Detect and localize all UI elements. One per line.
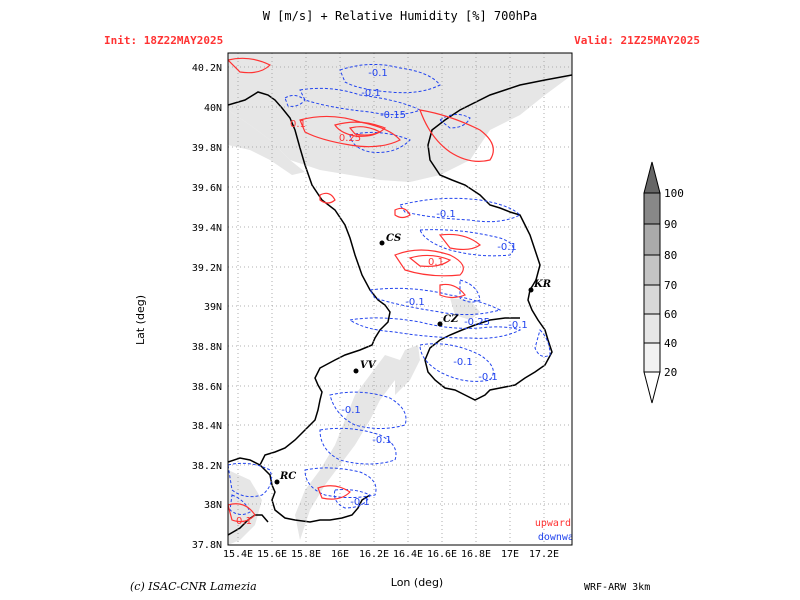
city-vv: VV xyxy=(353,360,377,374)
plot-frame xyxy=(227,52,573,546)
y-axis-label: Lat (deg) xyxy=(134,295,147,345)
contour-label: -0.25 xyxy=(464,317,490,328)
city-label: KR xyxy=(533,279,551,290)
city-label: VV xyxy=(360,360,377,371)
colorbar-bottom-arrow xyxy=(643,371,661,404)
colorbar-label: 90 xyxy=(664,218,677,231)
x-tick-label: 17E xyxy=(501,549,519,560)
contour-label: 0.1 xyxy=(236,516,252,527)
y-tick-label: 39N xyxy=(204,302,222,313)
x-axis-label: Lon (deg) xyxy=(391,576,443,589)
colorbar-segment xyxy=(643,192,661,225)
city-kr: KR xyxy=(528,279,551,293)
cities: CS KR CZ VV RC xyxy=(274,233,551,485)
colorbar-label: 40 xyxy=(664,337,677,350)
city-cz: CZ xyxy=(437,314,459,327)
contour-label: 0.25 xyxy=(339,133,361,144)
colorbar-segment xyxy=(643,313,661,344)
init-time: Init: 18Z22MAY2025 xyxy=(104,34,223,47)
y-tick-label: 39.6N xyxy=(192,183,222,194)
colorbar-segment xyxy=(643,342,661,373)
y-tick-label: 40.2N xyxy=(192,63,222,74)
city-marker xyxy=(274,479,280,485)
model-text: WRF-ARW 3km xyxy=(584,582,650,593)
y-tick-label: 40N xyxy=(204,103,222,114)
colorbar-label: 100 xyxy=(664,187,684,200)
city-label: RC xyxy=(279,471,296,482)
x-tick-label: 15.6E xyxy=(257,549,287,560)
colorbar-label: 80 xyxy=(664,249,677,262)
y-tick-label: 37.8N xyxy=(192,540,222,551)
contour-label: -0.1 xyxy=(453,357,473,368)
y-tick-label: 38.8N xyxy=(192,342,222,353)
colorbar-label: 60 xyxy=(664,308,677,321)
map-title: W [m/s] + Relative Humidity [%] 700hPa xyxy=(263,9,538,23)
city-cs: CS xyxy=(379,233,401,246)
contour-label: -0.1 xyxy=(341,405,361,416)
contour-label: -0.1 xyxy=(436,209,456,220)
contour-label: -0.1 xyxy=(508,320,528,331)
downward-contours xyxy=(228,64,551,516)
valid-time: Valid: 21Z25MAY2025 xyxy=(574,34,700,47)
city-label: CS xyxy=(386,233,401,244)
y-tick-label: 38.6N xyxy=(192,382,222,393)
city-marker xyxy=(528,287,534,293)
x-tick-label: 16.2E xyxy=(359,549,389,560)
credit-text: (c) ISAC-CNR Lamezia xyxy=(130,580,257,593)
x-tick-label: 15.8E xyxy=(291,549,321,560)
city-marker xyxy=(437,321,443,327)
lat-lon-grid xyxy=(228,53,572,545)
colorbar-labels: 100 90 80 70 60 40 20 xyxy=(664,187,684,379)
city-rc: RC xyxy=(274,471,296,485)
y-tick-label: 38.2N xyxy=(192,461,222,472)
contour-label: -0.1 xyxy=(350,497,370,508)
contour-label: 0.1 xyxy=(428,257,444,268)
x-tick-label: 15.4E xyxy=(223,549,253,560)
y-axis-ticks: 40.2N 40N 39.8N 39.6N 39.4N 39.2N 39N 38… xyxy=(192,63,222,551)
contour-label: -0.1 xyxy=(361,88,381,99)
colorbar-segment xyxy=(643,223,661,256)
y-tick-label: 38.4N xyxy=(192,421,222,432)
y-tick-label: 39.8N xyxy=(192,143,222,154)
colorbar-top-arrow xyxy=(643,161,661,194)
city-marker xyxy=(379,240,385,246)
x-tick-label: 17.2E xyxy=(529,549,559,560)
y-tick-label: 38N xyxy=(204,500,222,511)
contour-label: -0.1 xyxy=(368,68,388,79)
colorbar-label: 70 xyxy=(664,279,677,292)
x-tick-label: 16E xyxy=(331,549,349,560)
contour-label: -0.1 xyxy=(405,297,425,308)
y-tick-label: 39.4N xyxy=(192,223,222,234)
plot-area: -0.1 -0.1 -0.15 0.1 0.25 -0.1 -0.1 0.1 -… xyxy=(228,53,586,545)
humidity-colorbar xyxy=(643,161,661,404)
contour-label: -0.1 xyxy=(372,435,392,446)
contour-labels: -0.1 -0.1 -0.15 0.1 0.25 -0.1 -0.1 0.1 -… xyxy=(236,68,528,527)
city-label: CZ xyxy=(443,314,459,325)
legend-downward: downward xyxy=(538,532,586,543)
x-tick-label: 16.6E xyxy=(427,549,457,560)
y-tick-label: 39.2N xyxy=(192,263,222,274)
x-tick-label: 16.8E xyxy=(461,549,491,560)
legend-upward: upward xyxy=(535,518,571,529)
upward-contours xyxy=(228,57,494,523)
contour-label: -0.15 xyxy=(380,110,406,121)
colorbar-segment xyxy=(643,284,661,315)
city-marker xyxy=(353,368,359,374)
colorbar-segment xyxy=(643,254,661,286)
contour-label: 0.1 xyxy=(290,119,306,130)
x-tick-label: 16.4E xyxy=(393,549,423,560)
contour-label: -0.1 xyxy=(478,372,498,383)
colorbar-label: 20 xyxy=(664,366,677,379)
x-axis-ticks: 15.4E 15.6E 15.8E 16E 16.2E 16.4E 16.6E … xyxy=(223,549,559,560)
contour-label: -0.1 xyxy=(497,242,517,253)
